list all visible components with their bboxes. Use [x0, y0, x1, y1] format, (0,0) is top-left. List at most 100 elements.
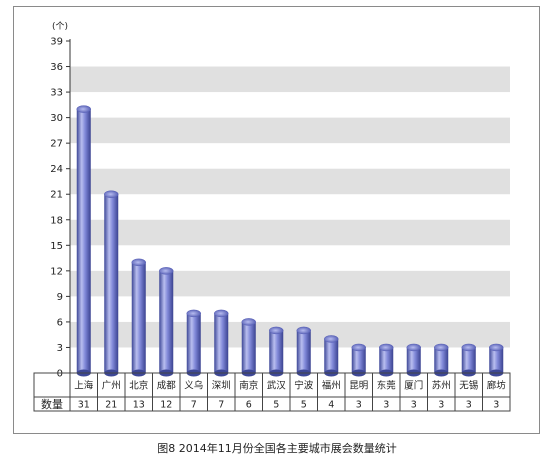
y-tick-label: 30: [50, 113, 63, 124]
bar-body: [159, 270, 174, 373]
bar: [186, 309, 201, 377]
bar-body: [379, 347, 394, 373]
bar-top: [434, 343, 449, 352]
bar: [324, 335, 339, 377]
data-label: 7: [191, 400, 197, 411]
table-row-label: 数量: [41, 398, 63, 411]
bar: [104, 190, 119, 377]
chart-frame: 0 3 6 9 12 15 18 21 24 27 30 33 36 39 (个) 数量 上海 31 广州 21 北京…: [13, 6, 540, 434]
bar-top: [76, 105, 91, 113]
x-tick-label: 无锡: [459, 380, 478, 392]
x-tick-label: 昆明: [349, 381, 368, 392]
bar-body: [461, 347, 476, 373]
data-label: 31: [78, 400, 90, 411]
y-tick-label: 24: [50, 164, 63, 175]
data-label: 6: [246, 400, 252, 411]
bar: [241, 318, 256, 377]
bar-top: [186, 309, 201, 318]
y-tick-label: 21: [50, 190, 63, 201]
bar-body: [406, 347, 421, 373]
bar-body: [489, 347, 504, 373]
data-label: 3: [493, 400, 499, 411]
bar-body: [324, 338, 339, 373]
x-tick-label: 厦门: [404, 380, 423, 392]
bar-top: [379, 343, 394, 352]
data-label: 3: [411, 400, 417, 411]
bar-top: [296, 326, 311, 335]
bar-top: [131, 258, 146, 267]
bar-body: [104, 194, 119, 373]
bar-top: [241, 318, 256, 326]
bar: [379, 343, 394, 377]
bar-body: [241, 321, 256, 373]
data-label: 4: [328, 400, 334, 411]
bar-top: [461, 343, 476, 352]
x-tick-label: 福州: [322, 380, 341, 392]
x-tick-label: 南京: [239, 380, 258, 392]
x-tick-label: 上海: [74, 380, 94, 392]
x-tick-label: 深圳: [212, 381, 231, 392]
data-label: 3: [383, 400, 389, 411]
x-tick-label: 苏州: [432, 380, 451, 392]
grid-band: [70, 66, 510, 93]
y-tick-label: 0: [57, 369, 63, 380]
bar-body: [76, 109, 91, 373]
bar-top: [269, 326, 284, 335]
bar-top: [104, 190, 119, 198]
bar: [296, 326, 311, 377]
bar-body: [214, 313, 229, 373]
bar: [461, 343, 476, 377]
data-label: 3: [356, 400, 362, 411]
bar: [131, 258, 146, 377]
y-tick-label: 27: [50, 139, 63, 150]
x-tick-label: 义乌: [184, 380, 203, 392]
bar-top: [324, 335, 339, 343]
data-label: 3: [438, 400, 444, 411]
y-tick-label: 39: [50, 37, 63, 48]
bar-top: [159, 267, 174, 275]
y-tick-label: 18: [50, 215, 63, 226]
x-tick-label: 北京: [129, 380, 148, 392]
data-label: 13: [133, 400, 145, 411]
x-tick-label: 宁波: [294, 380, 314, 392]
bar: [76, 105, 91, 377]
bar: [214, 309, 229, 377]
data-label: 21: [105, 400, 117, 411]
bar: [269, 326, 284, 377]
bar-body: [131, 262, 146, 373]
bar: [406, 343, 421, 377]
bar-top: [214, 309, 229, 318]
y-unit-label: (个): [52, 21, 68, 32]
grid-band: [70, 219, 510, 246]
x-tick-label: 廊坊: [487, 380, 507, 392]
data-label: 3: [466, 400, 472, 411]
y-tick-label: 33: [50, 88, 63, 99]
y-tick-label: 36: [50, 62, 63, 73]
y-tick-label: 15: [50, 241, 63, 252]
x-tick-label: 东莞: [377, 380, 397, 392]
data-label: 7: [218, 400, 224, 411]
y-tick-label: 6: [57, 317, 63, 328]
chart-caption: 图8 2014年11月份全国各主要城市展会数量统计: [157, 442, 397, 455]
y-tick-label: 3: [57, 343, 63, 354]
data-label: 5: [301, 400, 307, 411]
bar: [489, 343, 504, 377]
bar-body: [434, 347, 449, 373]
bar-top: [489, 343, 504, 352]
grid-band: [70, 117, 510, 144]
data-label: 5: [273, 400, 279, 411]
x-tick-label: 广州: [102, 380, 121, 392]
data-table-border: [33, 372, 511, 412]
bar-top: [351, 343, 366, 352]
y-tick-label: 9: [57, 292, 63, 303]
x-tick-label: 武汉: [267, 380, 287, 392]
bar-body: [269, 330, 284, 373]
bar-body: [296, 330, 311, 373]
grid-band: [70, 168, 510, 195]
bar: [159, 267, 174, 377]
bar-top: [406, 343, 421, 352]
x-tick-label: 成都: [157, 380, 177, 392]
data-label: 12: [160, 400, 172, 411]
bar-body: [351, 347, 366, 373]
